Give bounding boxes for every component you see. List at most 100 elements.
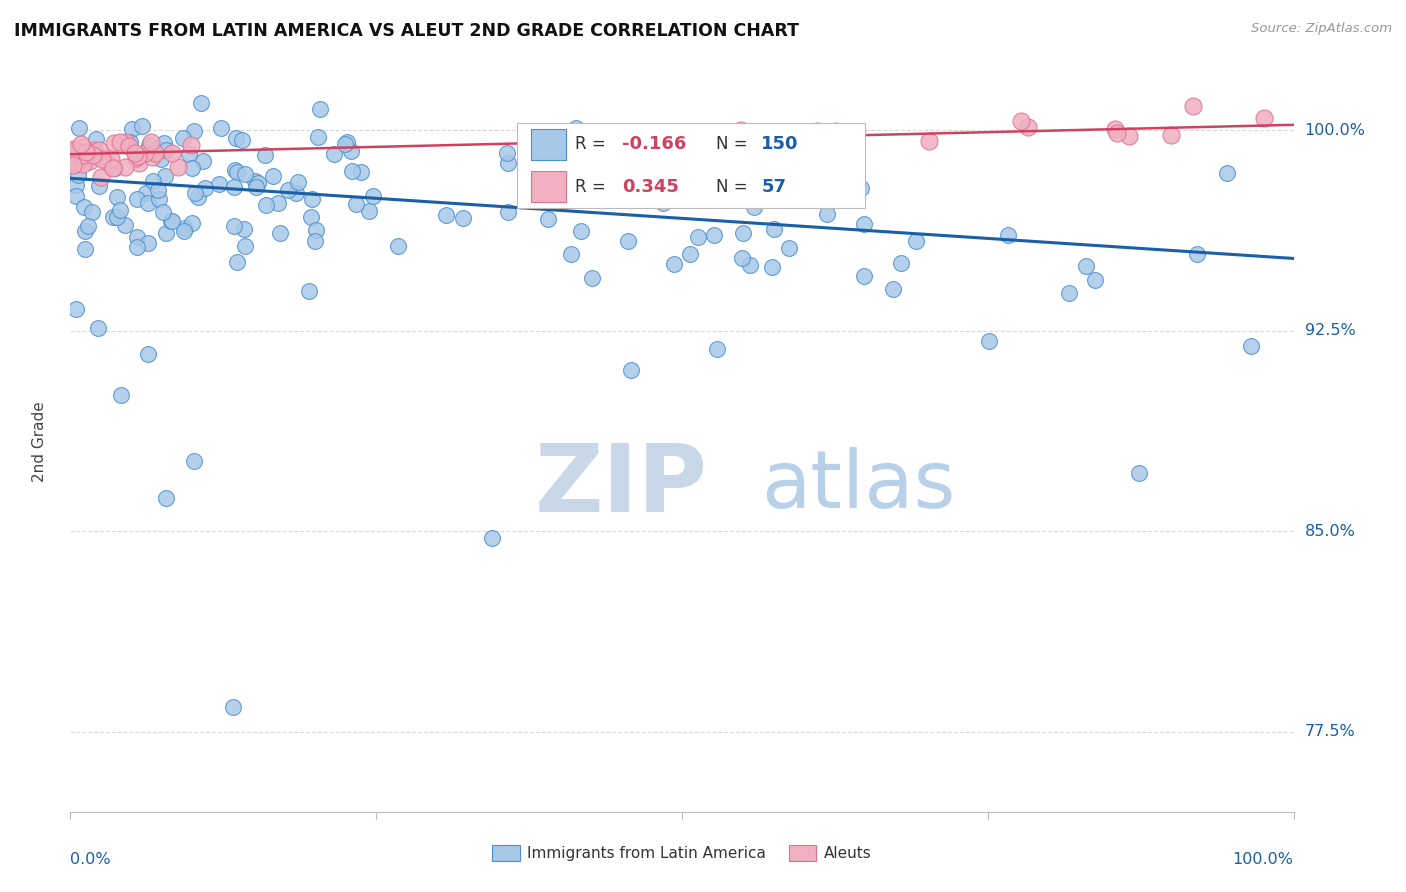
Point <box>581 271 603 285</box>
Point <box>82 147 104 161</box>
Point <box>304 223 326 237</box>
FancyBboxPatch shape <box>531 171 565 202</box>
Point <box>125 192 148 206</box>
Point <box>148 182 170 196</box>
Point <box>224 219 246 234</box>
Point <box>63 144 86 158</box>
Point <box>128 155 150 169</box>
Point <box>616 234 638 248</box>
Point <box>105 210 128 224</box>
Text: 85.0%: 85.0% <box>1305 524 1355 539</box>
Point <box>738 259 761 273</box>
Point <box>806 124 828 138</box>
Text: 2nd Grade: 2nd Grade <box>32 401 48 482</box>
Point <box>451 211 474 225</box>
Point <box>173 224 195 238</box>
Point <box>277 183 299 197</box>
Point <box>815 207 838 221</box>
Point <box>221 700 243 714</box>
Point <box>183 123 205 137</box>
Point <box>152 205 174 219</box>
Point <box>172 131 194 145</box>
Point <box>153 169 176 183</box>
Point <box>247 176 270 190</box>
Point <box>669 186 692 200</box>
Point <box>730 122 752 136</box>
Point <box>565 120 588 135</box>
FancyBboxPatch shape <box>531 128 565 160</box>
Text: 100.0%: 100.0% <box>1305 123 1365 137</box>
Point <box>73 224 96 238</box>
Point <box>284 186 307 200</box>
Point <box>160 214 183 228</box>
Point <box>87 150 110 164</box>
Point <box>222 180 245 194</box>
Point <box>301 192 323 206</box>
Point <box>208 178 231 192</box>
Point <box>1185 247 1208 261</box>
Point <box>529 175 551 189</box>
Point <box>160 145 183 160</box>
Point <box>336 136 359 150</box>
Point <box>100 152 122 166</box>
Text: atlas: atlas <box>762 447 956 525</box>
Point <box>63 155 86 169</box>
Point <box>134 146 156 161</box>
Point <box>651 195 673 210</box>
Point <box>72 140 94 154</box>
Text: -0.166: -0.166 <box>621 136 686 153</box>
Point <box>890 256 912 270</box>
Point <box>181 161 204 175</box>
Point <box>73 200 96 214</box>
Point <box>194 181 217 195</box>
Point <box>174 221 197 235</box>
Point <box>86 132 108 146</box>
Text: 77.5%: 77.5% <box>1305 724 1355 739</box>
Point <box>142 174 165 188</box>
Text: 100.0%: 100.0% <box>1233 853 1294 867</box>
Point <box>139 135 162 149</box>
Point <box>1253 112 1275 126</box>
Point <box>344 197 367 211</box>
Point <box>65 149 87 163</box>
Point <box>103 136 125 150</box>
Text: R =: R = <box>575 178 612 195</box>
Point <box>181 216 204 230</box>
Point <box>62 152 84 166</box>
Point <box>127 149 149 163</box>
Point <box>1017 120 1039 135</box>
Point <box>733 226 755 240</box>
Point <box>90 169 112 184</box>
Point <box>1160 128 1182 143</box>
Point <box>307 129 329 144</box>
Point <box>225 131 247 145</box>
Text: R =: R = <box>575 136 612 153</box>
Point <box>65 157 87 171</box>
Point <box>155 491 177 505</box>
Point <box>350 165 373 179</box>
Point <box>387 239 409 253</box>
Text: N =: N = <box>716 136 754 153</box>
Point <box>761 260 783 275</box>
Point <box>101 210 124 224</box>
Point <box>1104 122 1126 136</box>
Point <box>118 138 141 153</box>
Point <box>65 189 87 203</box>
Point <box>1011 114 1033 128</box>
Point <box>245 179 267 194</box>
Point <box>481 532 503 546</box>
Point <box>703 227 725 242</box>
Point <box>72 157 94 171</box>
Point <box>267 195 290 210</box>
Point <box>150 152 173 166</box>
Text: ZIP: ZIP <box>536 440 709 532</box>
Point <box>578 188 600 202</box>
Point <box>124 146 146 161</box>
Point <box>131 120 153 134</box>
Point <box>1057 286 1080 301</box>
Point <box>434 208 457 222</box>
Legend: Immigrants from Latin America, Aleuts: Immigrants from Latin America, Aleuts <box>486 838 877 867</box>
Point <box>299 211 322 225</box>
Point <box>152 136 174 151</box>
Point <box>138 137 160 152</box>
